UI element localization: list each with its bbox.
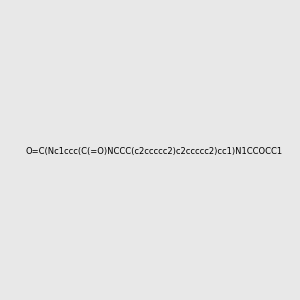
Text: O=C(Nc1ccc(C(=O)NCCC(c2ccccc2)c2ccccc2)cc1)N1CCOCC1: O=C(Nc1ccc(C(=O)NCCC(c2ccccc2)c2ccccc2)c… (25, 147, 282, 156)
